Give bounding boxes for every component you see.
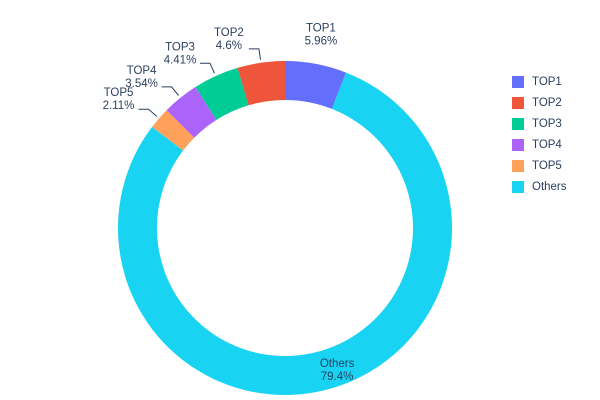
pie-slice-top1[interactable] <box>285 61 347 109</box>
legend: TOP1 TOP2 TOP3 TOP4 TOP5 Others <box>512 76 567 193</box>
pie-slice-top5[interactable] <box>152 110 195 151</box>
legend-item-others[interactable]: Others <box>512 181 567 193</box>
slice-label-top2: TOP2 4.6% <box>214 27 244 52</box>
slice-label-top1: TOP1 5.96% <box>305 22 338 47</box>
label-leader-line-top3 <box>200 62 215 74</box>
legend-item-label: TOP5 <box>532 160 562 172</box>
slice-label-top3: TOP3 4.41% <box>164 41 197 66</box>
legend-item-label: TOP4 <box>532 139 562 151</box>
legend-item-top4[interactable]: TOP4 <box>512 139 567 151</box>
legend-swatch-icon <box>512 118 524 130</box>
pie-slice-top2[interactable] <box>237 61 285 106</box>
slice-label-top4: TOP4 3.54% <box>125 65 158 90</box>
legend-item-top3[interactable]: TOP3 <box>512 118 567 130</box>
legend-swatch-icon <box>512 160 524 172</box>
label-leader-line-top2 <box>248 48 261 60</box>
legend-swatch-icon <box>512 97 524 109</box>
label-leader-line-top5 <box>138 108 158 117</box>
label-leader-line-top4 <box>161 86 179 96</box>
pie-slice-top4[interactable] <box>166 87 217 138</box>
slice-label-top5: TOP5 2.11% <box>103 87 135 112</box>
legend-swatch-icon <box>512 76 524 88</box>
legend-item-top1[interactable]: TOP1 <box>512 76 567 88</box>
legend-swatch-icon <box>512 181 524 193</box>
pie-slice-top3[interactable] <box>195 67 249 120</box>
legend-item-label: TOP3 <box>532 118 562 130</box>
slice-label-others: Others 79.4% <box>320 358 355 383</box>
legend-item-top2[interactable]: TOP2 <box>512 97 567 109</box>
legend-item-top5[interactable]: TOP5 <box>512 160 567 172</box>
legend-item-label: Others <box>532 181 567 193</box>
legend-item-label: TOP2 <box>532 97 562 109</box>
legend-item-label: TOP1 <box>532 76 562 88</box>
legend-swatch-icon <box>512 139 524 151</box>
